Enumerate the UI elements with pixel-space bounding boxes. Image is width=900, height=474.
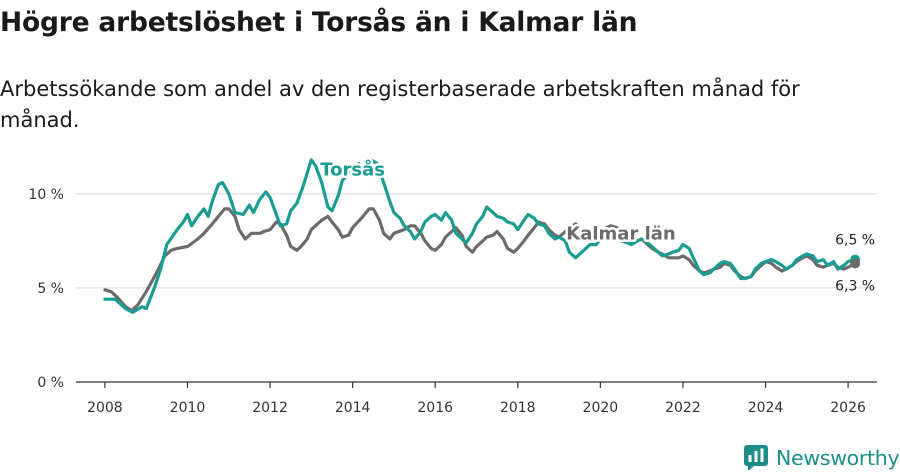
x-axis: 2008 2010 2012 2014 2016 2018 2020 2022 2024 2026 <box>76 381 877 416</box>
y-axis: 0 % 5 % 10 % <box>28 187 64 391</box>
y-tick-label: 10 % <box>28 187 64 203</box>
newsworthy-brand[interactable]: Newsworthy <box>744 442 900 474</box>
x-tick-label: 2008 <box>87 400 123 416</box>
end-label-kalmar-l-n: 6,3 % <box>835 278 875 294</box>
line-kalmar-l-n <box>103 207 857 313</box>
series-label-tors-s: Torsås <box>320 158 385 180</box>
x-tick-label: 2020 <box>583 400 619 416</box>
chart-title: Högre arbetslöshet i Torsås än i Kalmar … <box>0 7 638 38</box>
series-lines <box>103 158 857 314</box>
end-point-kalmar-l-n <box>850 258 861 269</box>
newsworthy-logo-icon <box>744 445 768 471</box>
x-tick-label: 2026 <box>830 400 866 416</box>
x-tick-label: 2022 <box>665 400 701 416</box>
line-tors-s <box>103 158 857 314</box>
x-tick-label: 2014 <box>335 400 371 416</box>
x-tick-label: 2024 <box>748 400 784 416</box>
x-tick-label: 2016 <box>417 400 453 416</box>
gridlines <box>76 193 877 289</box>
y-tick-label: 0 % <box>37 375 64 391</box>
brand-name: Newsworthy <box>776 446 900 470</box>
x-tick-label: 2018 <box>500 400 536 416</box>
series-labels: Torsås 6,5 % Kalmar län 6,3 % <box>318 156 875 295</box>
y-tick-label: 5 % <box>37 281 64 297</box>
x-tick-label: 2012 <box>252 400 288 416</box>
series-label-kalmar-l-n: Kalmar län <box>566 223 675 244</box>
end-label-tors-s: 6,5 % <box>835 233 875 249</box>
x-tick-label: 2010 <box>170 400 206 416</box>
chart-subtitle: Arbetssökande som andel av den registerb… <box>0 77 800 132</box>
